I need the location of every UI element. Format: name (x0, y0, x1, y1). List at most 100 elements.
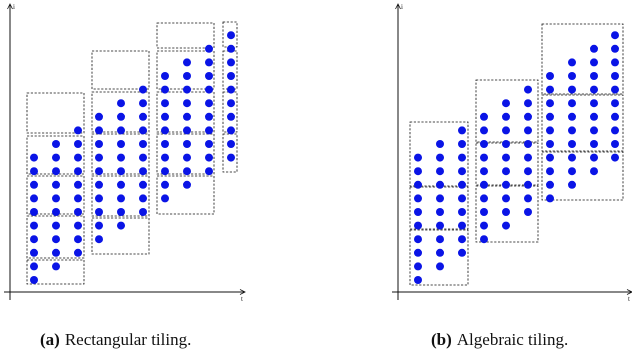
iteration-point (590, 153, 598, 162)
iteration-point (161, 126, 169, 135)
iteration-point (95, 221, 103, 230)
iteration-point (183, 167, 191, 176)
iteration-point (414, 167, 422, 176)
iteration-point (139, 140, 147, 148)
iteration-point (95, 208, 103, 216)
iteration-point (524, 153, 532, 162)
iteration-point (227, 140, 235, 148)
iteration-point (590, 167, 598, 176)
iteration-point (436, 208, 444, 216)
iteration-point (524, 126, 532, 135)
iteration-point (524, 180, 532, 189)
iteration-point (161, 153, 169, 162)
iteration-point (590, 126, 598, 135)
iteration-point (524, 85, 532, 94)
iteration-point (74, 126, 82, 135)
x-axis-arrow (626, 289, 632, 295)
iteration-point (611, 58, 619, 67)
iteration-point (546, 180, 554, 189)
iteration-point (117, 194, 125, 203)
iteration-point (590, 58, 598, 67)
iteration-point (74, 235, 82, 244)
iteration-point (95, 180, 103, 189)
iteration-point (227, 153, 235, 162)
y-axis-label: i (13, 3, 15, 11)
iteration-point (611, 72, 619, 80)
iteration-point (480, 194, 488, 203)
iteration-point (480, 221, 488, 230)
iteration-point (74, 167, 82, 176)
iteration-point (590, 140, 598, 148)
iteration-point (52, 221, 60, 230)
iteration-point (205, 58, 213, 67)
iteration-point (611, 140, 619, 148)
iteration-point (74, 221, 82, 230)
iteration-point (568, 85, 576, 94)
caption-a: (a) Rectangular tiling. (40, 330, 191, 350)
iteration-point (414, 221, 422, 230)
iteration-point (480, 140, 488, 148)
iteration-point (546, 126, 554, 135)
iteration-point (436, 248, 444, 257)
tile-box (91, 50, 150, 90)
iteration-point (139, 180, 147, 189)
tile-box (91, 175, 150, 217)
tile-box (541, 23, 624, 95)
tile-box (91, 91, 150, 133)
iteration-point (205, 44, 213, 53)
iteration-point (227, 126, 235, 135)
iteration-point (117, 153, 125, 162)
iteration-point (30, 248, 38, 257)
iteration-point (524, 140, 532, 148)
iteration-point (524, 208, 532, 216)
iteration-point (502, 194, 510, 203)
iteration-point (436, 235, 444, 244)
iteration-point (502, 112, 510, 121)
caption-b-text: Algebraic tiling. (456, 330, 569, 349)
iteration-point (568, 112, 576, 121)
iteration-point (436, 153, 444, 162)
iteration-point (524, 194, 532, 203)
iteration-point (52, 167, 60, 176)
iteration-point (546, 112, 554, 121)
iteration-point (139, 153, 147, 162)
iteration-point (458, 140, 466, 148)
iteration-point (183, 72, 191, 80)
tile-box (156, 175, 215, 215)
iteration-point (95, 126, 103, 135)
iteration-point (30, 180, 38, 189)
iteration-point (183, 140, 191, 148)
iteration-point (502, 99, 510, 108)
iteration-point (458, 248, 466, 257)
iteration-point (139, 99, 147, 108)
iteration-point (183, 126, 191, 135)
iteration-point (590, 85, 598, 94)
tile-box (156, 50, 215, 90)
iteration-point (414, 262, 422, 271)
tile-box (26, 215, 85, 259)
tile-box (26, 259, 85, 285)
tile-box (26, 92, 85, 134)
iteration-point (568, 99, 576, 108)
iteration-point (205, 85, 213, 94)
iteration-point (546, 99, 554, 108)
iteration-point (139, 112, 147, 121)
iteration-point (458, 126, 466, 135)
iteration-point (52, 140, 60, 148)
iteration-point (95, 167, 103, 176)
iteration-point (161, 72, 169, 80)
iteration-point (52, 180, 60, 189)
iteration-point (590, 112, 598, 121)
iteration-point (227, 85, 235, 94)
iteration-point (183, 180, 191, 189)
iteration-point (611, 44, 619, 53)
iteration-point (183, 112, 191, 121)
iteration-point (52, 208, 60, 216)
iteration-point (480, 112, 488, 121)
iteration-point (52, 235, 60, 244)
iteration-point (502, 180, 510, 189)
iteration-point (436, 262, 444, 271)
iteration-point (568, 167, 576, 176)
iteration-point (117, 99, 125, 108)
iteration-point (52, 248, 60, 257)
